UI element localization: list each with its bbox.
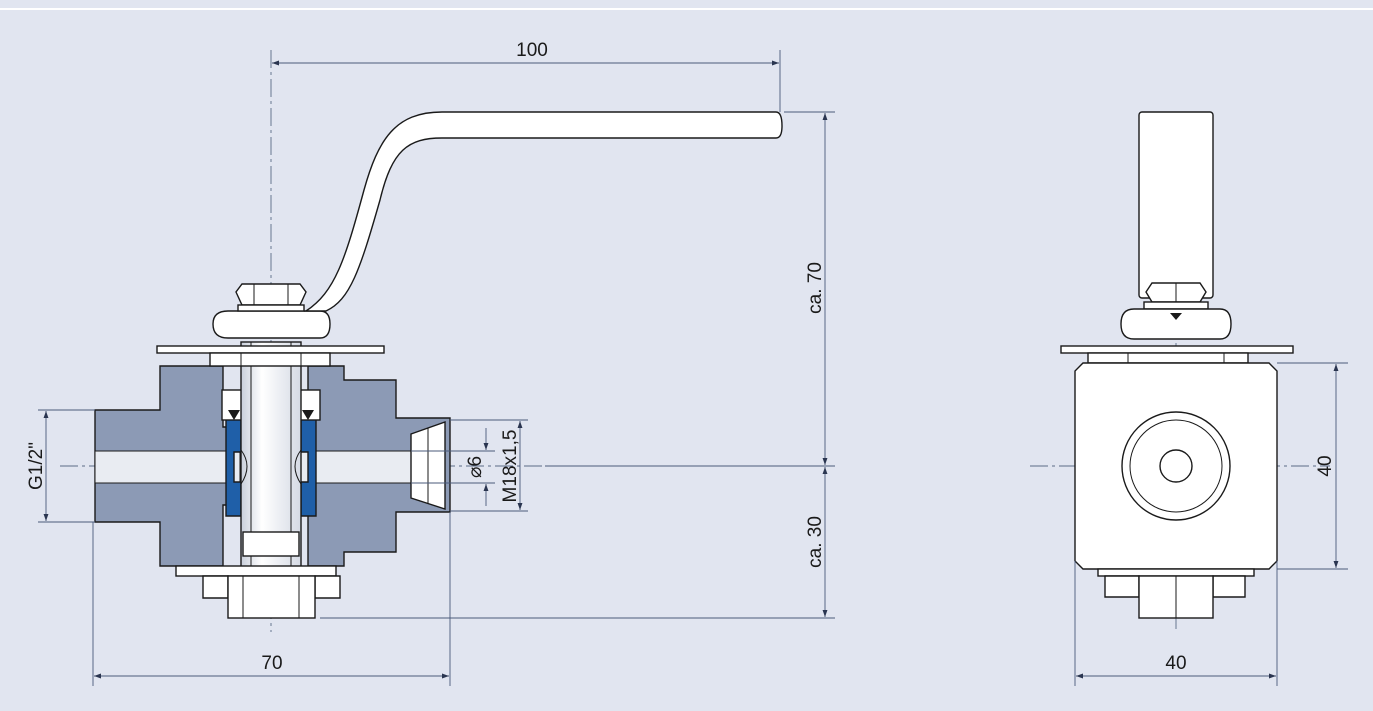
ball-left-curve: [240, 449, 248, 485]
flow-bore-left: [94, 450, 241, 484]
dim-label-height-above: ca. 70: [805, 262, 826, 314]
front-section-view: [60, 50, 783, 632]
gland-mark-left: [228, 410, 240, 420]
bottom-nut: [227, 575, 316, 619]
dim-label-thread-right: M18x1,5: [500, 430, 521, 503]
side-lever: [1138, 111, 1214, 299]
side-handle-washer: [1143, 301, 1209, 310]
bottom-plate: [175, 565, 337, 577]
side-handle-hub: [1120, 308, 1232, 340]
dim-label-thread-left: G1/2": [26, 442, 47, 490]
dim-label-height-below: ca. 30: [805, 516, 826, 568]
side-port-middle: [1129, 419, 1223, 513]
side-view: [1030, 111, 1330, 632]
gland-mark-right: [302, 410, 314, 420]
handle-lever: [303, 111, 783, 312]
side-top-plate: [1060, 345, 1294, 354]
side-hub-mark: [1170, 313, 1182, 320]
top-spacer: [209, 352, 331, 367]
dim-label-side-width: 40: [1165, 653, 1186, 674]
side-port-bore: [1159, 449, 1193, 483]
top-plate: [156, 345, 385, 354]
dim-label-bore-diameter: ⌀6: [465, 456, 486, 478]
stem-bottom-groove: [242, 531, 300, 557]
handle-hub: [212, 310, 331, 339]
dim-label-handle-length: 100: [516, 40, 548, 61]
side-dimensions: 40 40: [1074, 362, 1348, 686]
dim-label-body-width: 70: [261, 653, 282, 674]
ball-right-curve: [294, 449, 302, 485]
handle-washer: [237, 304, 305, 312]
dim-label-side-height: 40: [1315, 455, 1336, 476]
front-dimensions: 100 ca. 70 ca. 30 G1/2" ⌀6 M18x1,5 70: [26, 40, 835, 686]
side-bottom-plate: [1097, 568, 1255, 577]
handle-nut: [235, 283, 307, 306]
